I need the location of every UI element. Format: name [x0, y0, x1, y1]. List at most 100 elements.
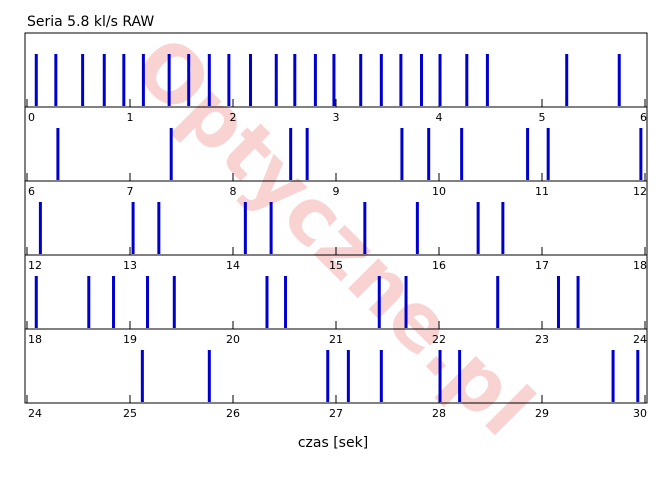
event-bar [415, 202, 419, 254]
x-tick-label: 8 [230, 185, 237, 198]
event-bar [274, 54, 278, 106]
event-bar [38, 202, 42, 254]
x-tick-label: 11 [535, 185, 549, 198]
event-bar [313, 54, 317, 106]
event-bar [379, 54, 383, 106]
event-bar [526, 128, 530, 180]
event-bar [419, 54, 423, 106]
event-bar [639, 128, 643, 180]
event-bar [501, 202, 505, 254]
event-bar [636, 350, 640, 402]
x-tick-label: 2 [230, 111, 237, 124]
event-bar [458, 350, 462, 402]
event-bar [363, 202, 367, 254]
panel-frame [24, 32, 648, 108]
event-bar [400, 128, 404, 180]
event-bar [243, 202, 247, 254]
x-tick-label: 17 [535, 259, 549, 272]
event-bar [289, 128, 293, 180]
event-bar [460, 128, 464, 180]
event-bar [305, 128, 309, 180]
event-bar [34, 276, 38, 328]
x-tick-label: 27 [329, 407, 343, 420]
event-bar [465, 54, 469, 106]
event-bar [131, 202, 135, 254]
event-bar [332, 54, 336, 106]
x-tick-label: 12 [28, 259, 42, 272]
x-tick-label: 16 [432, 259, 446, 272]
event-bar [141, 54, 145, 106]
event-bar [34, 54, 38, 106]
event-bar [485, 54, 489, 106]
event-bar [112, 276, 116, 328]
x-tick-label: 10 [432, 185, 446, 198]
event-bar [326, 350, 330, 402]
x-tick-label: 18 [633, 259, 647, 272]
event-bar [379, 350, 383, 402]
event-bar [102, 54, 106, 106]
event-bar [576, 276, 580, 328]
x-tick-label: 3 [333, 111, 340, 124]
x-tick-label: 24 [28, 407, 42, 420]
x-tick-label: 25 [123, 407, 137, 420]
event-bar [438, 350, 442, 402]
event-bar [565, 54, 569, 106]
x-tick-label: 19 [123, 333, 137, 346]
event-bar [617, 54, 621, 106]
x-tick-label: 22 [432, 333, 446, 346]
event-bar [438, 54, 442, 106]
chart-title: Seria 5.8 kl/s RAW [27, 14, 154, 30]
event-bar [377, 276, 381, 328]
x-tick-label: 15 [329, 259, 343, 272]
event-bar [611, 350, 615, 402]
event-bar [227, 54, 231, 106]
event-bar [157, 202, 161, 254]
event-bar [293, 54, 297, 106]
x-tick-label: 9 [333, 185, 340, 198]
event-bar [146, 276, 150, 328]
x-tick-label: 7 [127, 185, 134, 198]
event-bar [265, 276, 269, 328]
x-tick-label: 20 [226, 333, 240, 346]
event-bar [359, 54, 363, 106]
event-bar [556, 276, 560, 328]
event-bar [87, 276, 91, 328]
event-bar [187, 54, 191, 106]
event-bar [207, 350, 211, 402]
event-bar [476, 202, 480, 254]
event-bar [399, 54, 403, 106]
x-tick-label: 1 [127, 111, 134, 124]
event-bar [427, 128, 431, 180]
event-bar [404, 276, 408, 328]
x-tick-label: 29 [535, 407, 549, 420]
x-tick-label: 30 [633, 407, 647, 420]
x-tick-label: 13 [123, 259, 137, 272]
event-bar [269, 202, 273, 254]
x-tick-label: 4 [436, 111, 443, 124]
x-tick-label: 0 [28, 111, 35, 124]
x-tick-label: 24 [633, 333, 647, 346]
x-tick-label: 23 [535, 333, 549, 346]
x-tick-label: 26 [226, 407, 240, 420]
x-tick-label: 6 [640, 111, 647, 124]
event-bar [172, 276, 176, 328]
event-bar [284, 276, 288, 328]
event-bar [56, 128, 60, 180]
event-bar [207, 54, 211, 106]
event-bar [546, 128, 550, 180]
event-bar [346, 350, 350, 402]
x-tick-label: 12 [633, 185, 647, 198]
x-tick-label: 18 [28, 333, 42, 346]
event-bar [496, 276, 500, 328]
x-axis-label: czas [sek] [298, 435, 368, 451]
event-bar [81, 54, 85, 106]
x-tick-label: 5 [539, 111, 546, 124]
x-tick-label: 21 [329, 333, 343, 346]
event-bar [54, 54, 58, 106]
event-bar [167, 54, 171, 106]
event-bar [169, 128, 173, 180]
event-bar [122, 54, 126, 106]
event-bar [140, 350, 144, 402]
event-bar [249, 54, 253, 106]
